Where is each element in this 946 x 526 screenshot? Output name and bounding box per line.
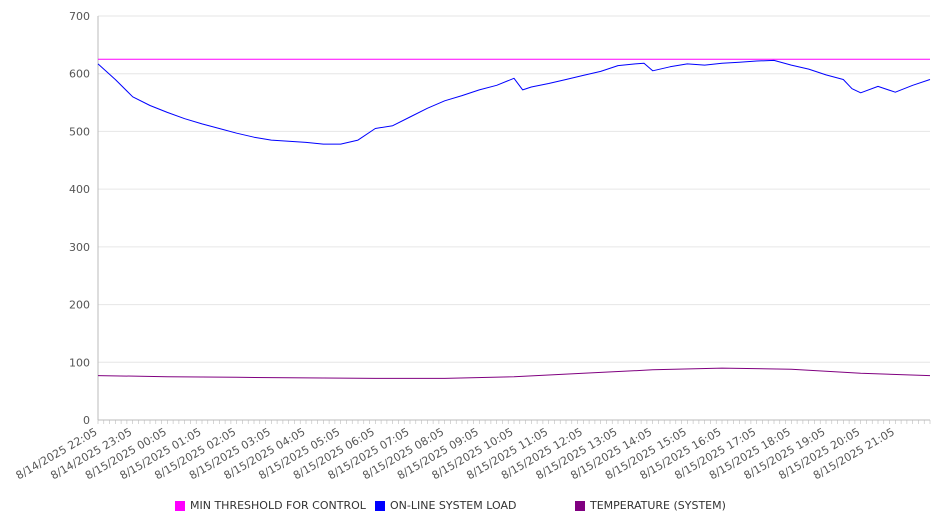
- y-tick-label: 600: [69, 68, 90, 81]
- legend-item-load[interactable]: ON-LINE SYSTEM LOAD: [375, 499, 516, 512]
- legend-swatch-load: [375, 500, 385, 511]
- line-chart: 0 100 200 300 400 500 600 700 8/14/2025 22:058/…: [14, 10, 931, 482]
- y-tick-label: 400: [69, 183, 90, 196]
- y-tick-label: 300: [69, 241, 90, 254]
- legend-label-temperature: TEMPERATURE (SYSTEM): [590, 499, 726, 512]
- legend-item-threshold[interactable]: MIN THRESHOLD FOR CONTROL: [175, 499, 366, 512]
- y-tick-label: 500: [69, 125, 90, 138]
- legend: MIN THRESHOLD FOR CONTROL ON-LINE SYSTEM…: [0, 499, 946, 519]
- axes: [97, 16, 931, 424]
- y-tick-label: 200: [69, 299, 90, 312]
- x-axis-ticks: 8/14/2025 22:058/14/2025 23:058/15/2025 …: [14, 425, 897, 482]
- grid-lines: [98, 15, 930, 363]
- series-lines: [97, 58, 931, 379]
- legend-swatch-temperature: [575, 500, 585, 511]
- legend-label-threshold: MIN THRESHOLD FOR CONTROL: [190, 499, 366, 512]
- y-tick-label: 100: [69, 356, 90, 369]
- series-line-load: [97, 59, 931, 145]
- series-line-temperature: [97, 367, 931, 379]
- y-tick-label: 700: [69, 10, 90, 23]
- legend-item-temperature[interactable]: TEMPERATURE (SYSTEM): [575, 499, 726, 512]
- legend-swatch-threshold: [175, 500, 185, 511]
- legend-label-load: ON-LINE SYSTEM LOAD: [390, 499, 517, 512]
- y-axis-ticks: 0 100 200 300 400 500 600 700: [69, 10, 90, 427]
- y-tick-label: 0: [83, 414, 90, 427]
